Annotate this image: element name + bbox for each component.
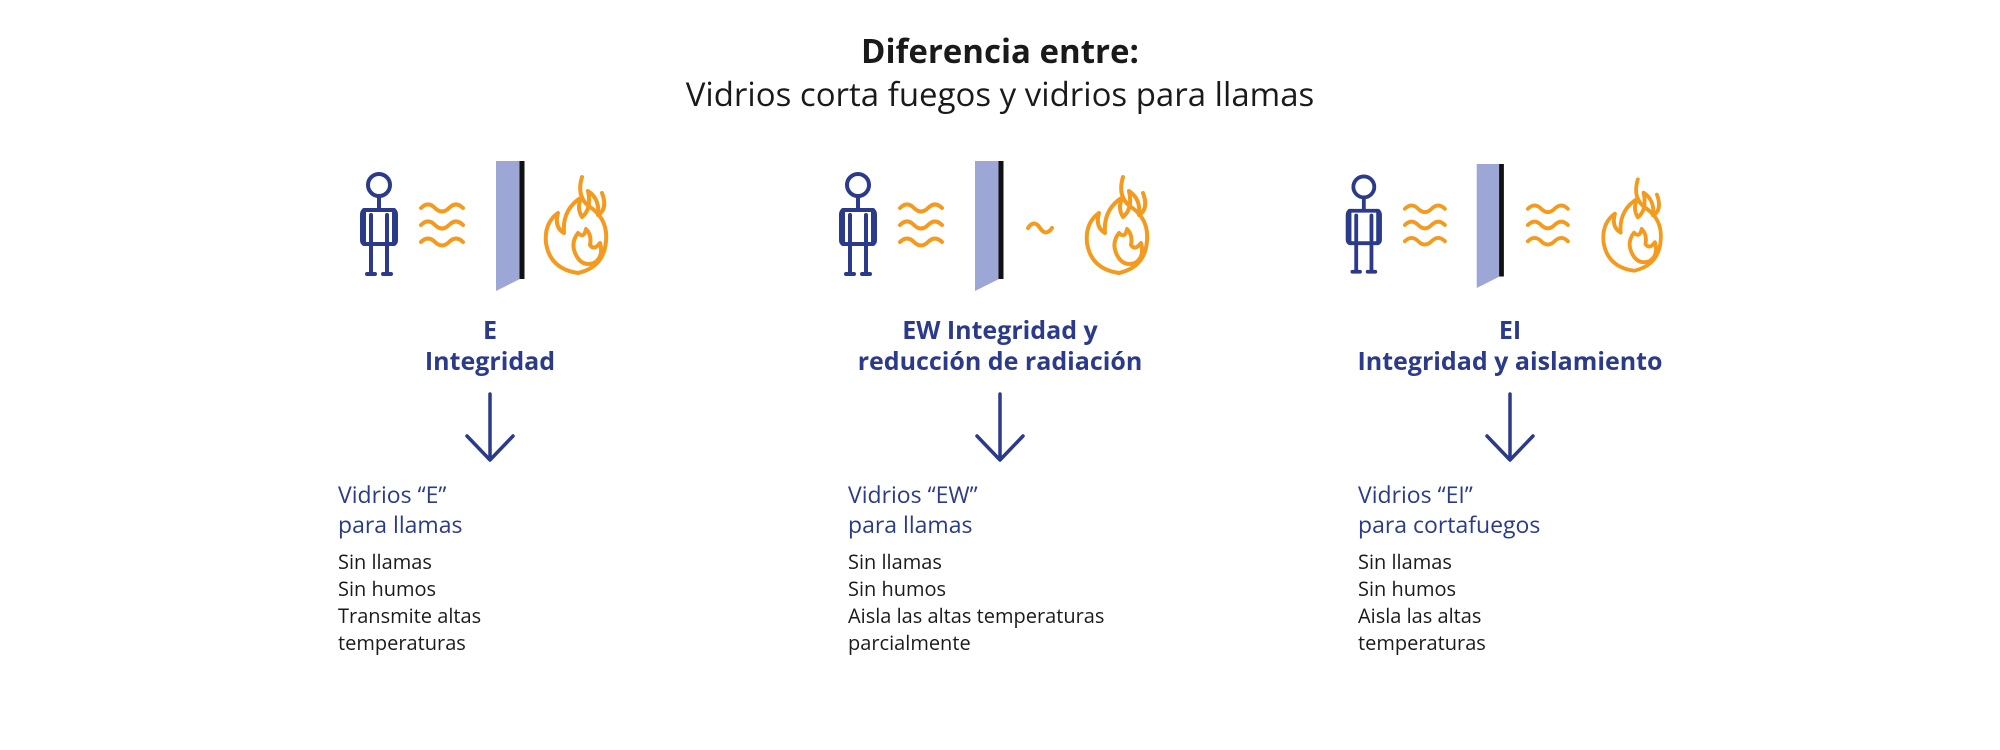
glass-panel-icon bbox=[1471, 161, 1511, 291]
arrow-down-icon bbox=[965, 390, 1035, 466]
category-label: EI Integridad y aislamiento bbox=[1358, 314, 1663, 378]
description: Sin llamas Sin humos Aisla las altas tem… bbox=[800, 548, 1104, 656]
flame-icon bbox=[536, 171, 626, 281]
heat-waves-icon bbox=[1525, 198, 1580, 253]
column-ew: EW Integridad y reducción de radiación V… bbox=[800, 156, 1200, 656]
heat-waves-icon bbox=[418, 198, 476, 253]
flame-icon bbox=[1594, 171, 1680, 281]
column-ei: EI Integridad y aislamiento Vidrios “EI”… bbox=[1310, 156, 1710, 656]
arrow-down-icon bbox=[1475, 390, 1545, 466]
header: Diferencia entre: Vidrios corta fuegos y… bbox=[686, 30, 1315, 116]
illustration-e bbox=[320, 156, 660, 296]
glass-panel-icon bbox=[969, 161, 1011, 291]
flame-icon bbox=[1077, 171, 1167, 281]
person-icon bbox=[1340, 171, 1388, 281]
description: Sin llamas Sin humos Transmite altas tem… bbox=[290, 548, 481, 656]
sub-label: Vidrios “EW” para llamas bbox=[800, 480, 978, 540]
arrow-down-icon bbox=[455, 390, 525, 466]
title-bold: Diferencia entre: bbox=[686, 30, 1315, 73]
title-regular: Vidrios corta fuegos y vidrios para llam… bbox=[686, 73, 1315, 116]
column-e: E Integridad Vidrios “E” para llamas Sin… bbox=[290, 156, 690, 656]
glass-panel-icon bbox=[490, 161, 532, 291]
heat-waves-icon bbox=[1402, 198, 1457, 253]
category-label: E Integridad bbox=[425, 314, 555, 378]
illustration-ew bbox=[830, 156, 1170, 296]
category-label: EW Integridad y reducción de radiación bbox=[858, 314, 1143, 378]
person-icon bbox=[354, 171, 404, 281]
heat-waves-icon bbox=[1025, 216, 1063, 236]
columns-row: E Integridad Vidrios “E” para llamas Sin… bbox=[0, 156, 2000, 656]
sub-label: Vidrios “EI” para cortafuegos bbox=[1310, 480, 1540, 540]
illustration-ei bbox=[1340, 156, 1680, 296]
description: Sin llamas Sin humos Aisla las altas tem… bbox=[1310, 548, 1486, 656]
person-icon bbox=[833, 171, 883, 281]
heat-waves-icon bbox=[897, 198, 955, 253]
sub-label: Vidrios “E” para llamas bbox=[290, 480, 462, 540]
